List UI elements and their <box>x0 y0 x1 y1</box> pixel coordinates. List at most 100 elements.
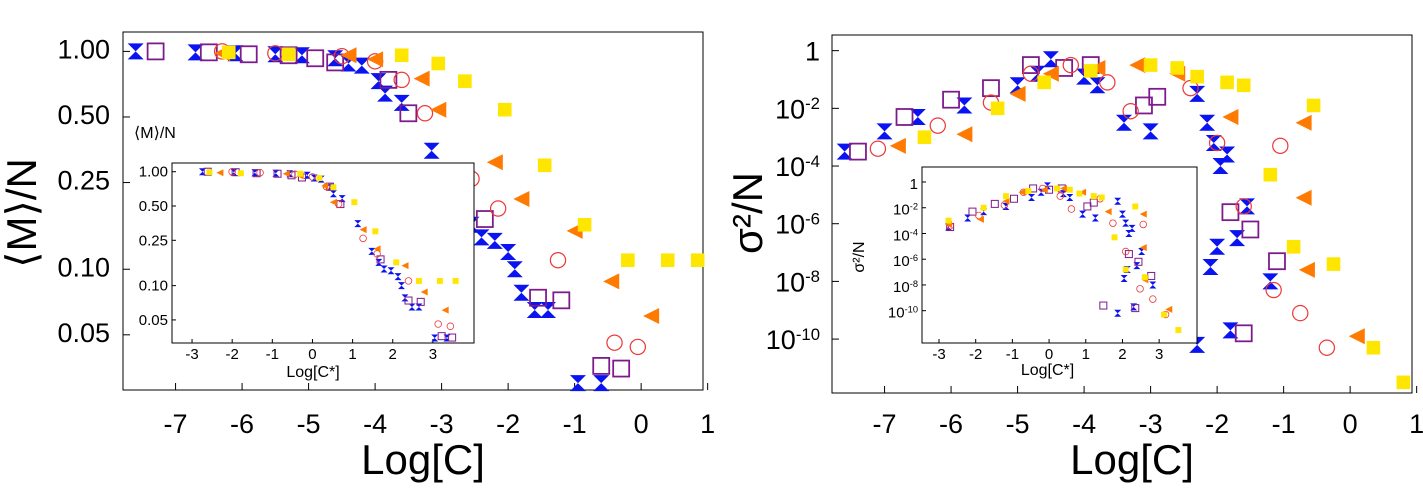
inset-data-point <box>1139 244 1147 252</box>
inset-data-point <box>1091 214 1099 222</box>
inset-data-point <box>228 167 236 176</box>
inset-data-point <box>1131 304 1140 313</box>
inset-y-tick-label-base: 10 <box>893 253 910 270</box>
data-point <box>1143 58 1158 72</box>
x-tick-label: 0 <box>634 409 649 439</box>
x-tick-label: -3 <box>1139 409 1163 439</box>
inset-data-point <box>398 282 406 290</box>
inset-data-point <box>1066 186 1073 193</box>
series-yellow-square <box>917 58 1411 390</box>
data-point <box>1298 261 1315 278</box>
data-point <box>473 229 490 246</box>
inset-x-tick-label: 2 <box>1118 346 1126 363</box>
data-point <box>1265 281 1282 299</box>
data-point <box>1268 252 1286 271</box>
inset-data-point <box>1028 193 1036 201</box>
inset-data-point <box>354 220 362 228</box>
y-tick-label: 10-10 <box>766 325 820 355</box>
inset-data-point <box>1134 257 1143 266</box>
data-point <box>475 210 494 228</box>
inset-data-point <box>316 175 323 182</box>
inset-data-point <box>1018 188 1026 196</box>
series-orange-triangle <box>889 57 1365 345</box>
data-point <box>1292 304 1309 322</box>
data-point <box>506 261 523 278</box>
inset-data-point <box>1121 247 1130 256</box>
inset-y-tick-label-base: 10 <box>893 227 910 244</box>
y-tick-label-exponent: -6 <box>805 210 820 229</box>
inset-y-tick-label: 10-4 <box>893 227 918 244</box>
data-point <box>146 42 165 61</box>
right-inset-frame <box>921 166 1198 344</box>
inset-y-tick-label: 0.50 <box>139 198 168 215</box>
data-point <box>603 273 620 290</box>
data-point <box>889 137 906 154</box>
inset-x-tick-label: 2 <box>389 346 397 363</box>
inset-data-point <box>330 184 337 191</box>
data-point <box>1062 56 1080 74</box>
y-tick-label-base: 10 <box>775 267 805 297</box>
inset-data-point <box>1175 327 1182 333</box>
data-point <box>592 357 611 375</box>
data-point <box>529 288 547 307</box>
inset-data-point <box>976 215 984 223</box>
inset-y-tick-label: 1.00 <box>139 164 168 181</box>
data-point <box>1239 198 1256 215</box>
y-tick-label: 10-8 <box>775 267 820 297</box>
x-tick-label: -4 <box>363 409 387 439</box>
left-inset: -3 -2 -1 0 1 2 3 1.00 0.50 0.25 0.10 0.05 Log[C*] ⟨M⟩… <box>134 125 475 381</box>
y-tick-label: 0.10 <box>57 252 110 282</box>
data-point <box>660 253 675 268</box>
inset-data-point <box>448 333 457 342</box>
inset-data-point <box>415 277 422 284</box>
data-point <box>1037 75 1051 90</box>
inset-data-point <box>1128 224 1136 232</box>
x-tick-label: -7 <box>873 409 897 439</box>
data-point <box>1295 189 1312 206</box>
inset-data-point <box>401 262 409 270</box>
data-point <box>1209 238 1226 255</box>
inset-data-point <box>437 332 446 341</box>
inset-y-tick-label: 0.05 <box>139 312 168 329</box>
data-point <box>1199 114 1216 131</box>
data-point <box>1286 239 1301 254</box>
inset-x-tick-label: -3 <box>185 346 198 363</box>
data-point <box>549 252 567 269</box>
right-main-plot: -7 -6 -5 -4 -3 -2 -1 0 1110-210-410-610-810-10Lo… <box>724 34 1423 483</box>
data-point <box>1222 322 1239 339</box>
inset-data-point <box>216 169 224 177</box>
inset-data-point <box>393 259 400 266</box>
inset-y-tick-label: 1 <box>910 176 918 193</box>
inset-data-point <box>372 228 379 235</box>
data-point <box>1116 114 1132 131</box>
inset-y-tick-label: 10-8 <box>893 279 918 296</box>
y-tick-label-exponent: -2 <box>805 94 820 113</box>
data-point <box>612 359 631 378</box>
data-point <box>1122 103 1139 120</box>
inset-data-point <box>1025 188 1032 194</box>
inset-data-point <box>1136 285 1144 293</box>
data-point <box>1236 78 1251 93</box>
inset-data-point <box>1139 210 1147 218</box>
data-point <box>353 57 370 74</box>
inset-data-point <box>441 306 449 314</box>
inset-x-tick-label: 1 <box>348 346 356 363</box>
data-point <box>1241 220 1260 239</box>
inset-data-point <box>436 277 443 284</box>
data-point <box>413 70 430 87</box>
y-tick-label: 10-2 <box>775 94 820 124</box>
data-point <box>929 117 946 134</box>
inset-data-point <box>1114 197 1122 205</box>
data-point <box>279 46 298 65</box>
data-point <box>239 45 258 64</box>
data-point <box>1295 114 1312 131</box>
x-tick-label: -2 <box>496 409 520 439</box>
inset-data-point <box>1122 266 1129 273</box>
data-point <box>393 71 410 89</box>
data-point <box>1021 56 1040 74</box>
y-tick-label-base: 10 <box>775 210 805 240</box>
data-point <box>876 123 893 140</box>
data-point <box>577 217 592 232</box>
left-main-frame <box>122 31 704 391</box>
